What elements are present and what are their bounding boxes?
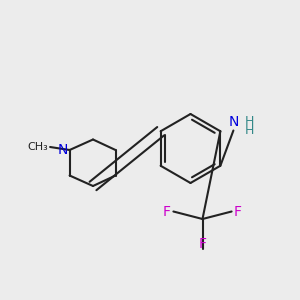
Text: F: F — [234, 205, 242, 218]
Text: CH₃: CH₃ — [28, 142, 49, 152]
Text: F: F — [163, 205, 171, 218]
Text: N: N — [58, 143, 68, 157]
Text: H: H — [245, 124, 254, 137]
Text: F: F — [199, 237, 206, 251]
Text: H: H — [245, 115, 254, 128]
Text: N: N — [228, 115, 239, 129]
